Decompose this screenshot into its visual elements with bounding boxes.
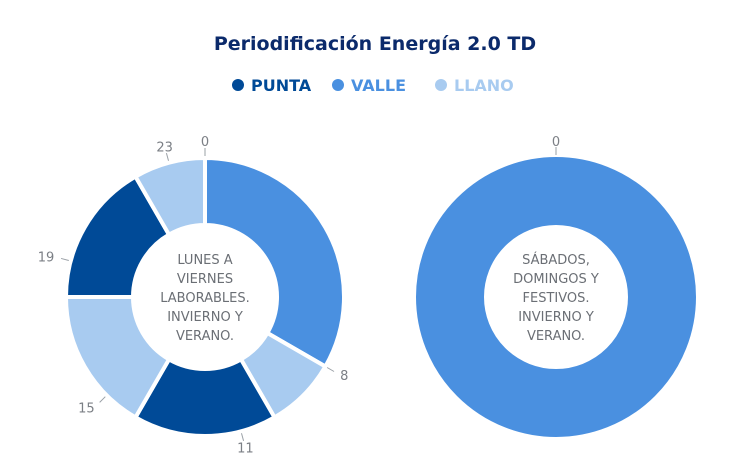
donut-chart-2: 0 SÁBADOS, DOMINGOS Y FESTIVOS. INVIERNO Y VE… [416,135,696,437]
legend-marker-punta [232,79,244,91]
hour-leader-11 [241,433,245,442]
legend-marker-valle [332,79,344,91]
hour-label-11: 11 [237,442,254,457]
hour-label-19: 19 [38,251,55,266]
legend-label-punta: PUNTA [251,76,312,95]
legend-item-llano[interactable]: LLANO [435,76,514,95]
center-label-1: LUNES A VIERNES LABORABLES. INVIERNO Y VERAN… [160,253,250,344]
center-label-line: INVIERNO Y [167,310,243,325]
legend-label-valle: VALLE [351,76,406,95]
slice-llano-22-24[interactable] [132,155,207,238]
legend-item-punta[interactable]: PUNTA [232,76,312,95]
center-label-line: DOMINGOS Y [513,272,599,287]
hour-leader-19 [60,257,69,261]
hour-label-0: 0 [552,135,560,150]
legend-item-valle[interactable]: VALLE [332,76,406,95]
center-label-line: INVIERNO Y [518,310,594,325]
center-label-line: SÁBADOS, [522,252,590,268]
slice-valle-0-24[interactable] [416,157,696,437]
center-label-line: VIERNES [177,272,233,287]
hour-label-15: 15 [78,401,95,416]
hour-leader-8 [326,367,335,372]
hour-label-23: 23 [156,140,173,155]
center-label-line: FESTIVOS. [523,291,590,306]
donut-chart-1: 0 8 11 15 19 23 LUNES A VIERNES LABORABLES. INVIE… [38,135,349,457]
legend-marker-llano [435,79,447,91]
center-label-2: SÁBADOS, DOMINGOS Y FESTIVOS. INVIERNO Y VER… [513,252,599,344]
hour-leader-15 [99,396,106,403]
chart-title: Periodificación Energía 2.0 TD [214,33,536,55]
legend: PUNTA VALLE LLANO [232,76,514,95]
center-label-line: LUNES A [177,253,232,268]
hour-label-8: 8 [340,369,348,384]
center-label-line: VERANO. [527,329,585,344]
center-label-line: VERANO. [176,329,234,344]
hour-leader-23 [165,152,169,161]
hour-label-0: 0 [201,135,209,150]
legend-label-llano: LLANO [454,76,514,95]
slice-valle-0-8[interactable] [203,155,346,370]
donut-charts: 0 8 11 15 19 23 LUNES A VIERNES LABORABLES. INVIE… [38,135,696,457]
center-label-line: LABORABLES. [160,291,250,306]
